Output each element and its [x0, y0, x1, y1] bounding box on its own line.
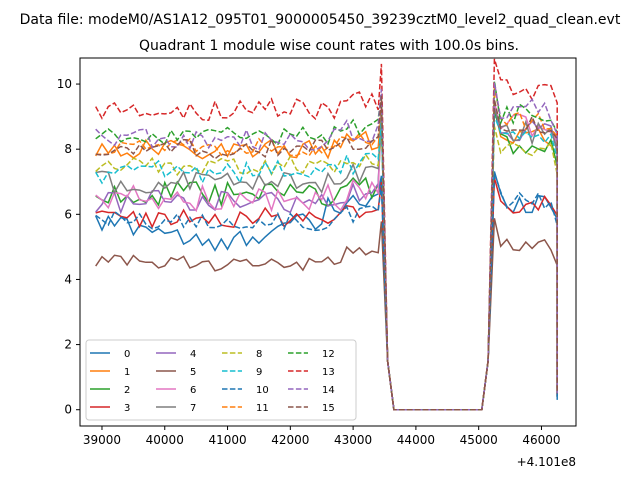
- legend-label-3: 3: [124, 403, 130, 414]
- legend-box: [85, 339, 357, 421]
- y-tick-label: 0: [64, 403, 72, 417]
- x-tick-label: 41000: [208, 433, 246, 447]
- legend-label-11: 11: [256, 403, 269, 414]
- y-tick-label: 10: [57, 77, 72, 91]
- y-tick-label: 2: [64, 338, 72, 352]
- x-tick-label: 42000: [271, 433, 309, 447]
- x-tick-label: 45000: [460, 433, 498, 447]
- x-tick-label: 46000: [522, 433, 560, 447]
- x-offset-label: +4.101e8: [517, 455, 576, 469]
- y-tick-label: 6: [64, 207, 72, 221]
- legend-label-0: 0: [124, 349, 130, 360]
- y-tick-label: 4: [64, 272, 72, 286]
- figure-suptitle: Data file: modeM0/AS1A12_095T01_90000054…: [20, 12, 621, 28]
- legend-label-12: 12: [322, 349, 335, 360]
- legend-label-1: 1: [124, 367, 130, 378]
- legend-label-2: 2: [124, 385, 130, 396]
- series-line-15: [95, 95, 558, 411]
- legend-label-10: 10: [256, 385, 269, 396]
- x-tick-label: 40000: [146, 433, 184, 447]
- legend-label-15: 15: [322, 403, 335, 414]
- legend-label-5: 5: [190, 367, 196, 378]
- series-line-11: [95, 87, 558, 411]
- axis-layer: 39000 40000 41000 42000 43000 44000 45000 46000…: [57, 77, 561, 447]
- y-tick-label: 8: [64, 142, 72, 156]
- legend-label-7: 7: [190, 403, 196, 414]
- x-tick-label: 39000: [83, 433, 121, 447]
- plot-area-frame: [79, 57, 577, 427]
- legend-label-6: 6: [190, 385, 196, 396]
- series-layer: [95, 58, 558, 411]
- x-tick-label: 43000: [334, 433, 372, 447]
- legend-label-14: 14: [322, 385, 335, 396]
- x-tick-label: 44000: [397, 433, 435, 447]
- legend-label-8: 8: [256, 349, 262, 360]
- chart-title: Quadrant 1 module wise count rates with …: [139, 38, 519, 54]
- legend-label-9: 9: [256, 367, 262, 378]
- series-line-10: [95, 172, 558, 411]
- legend-label-13: 13: [322, 367, 335, 378]
- legend-label-4: 4: [190, 349, 196, 360]
